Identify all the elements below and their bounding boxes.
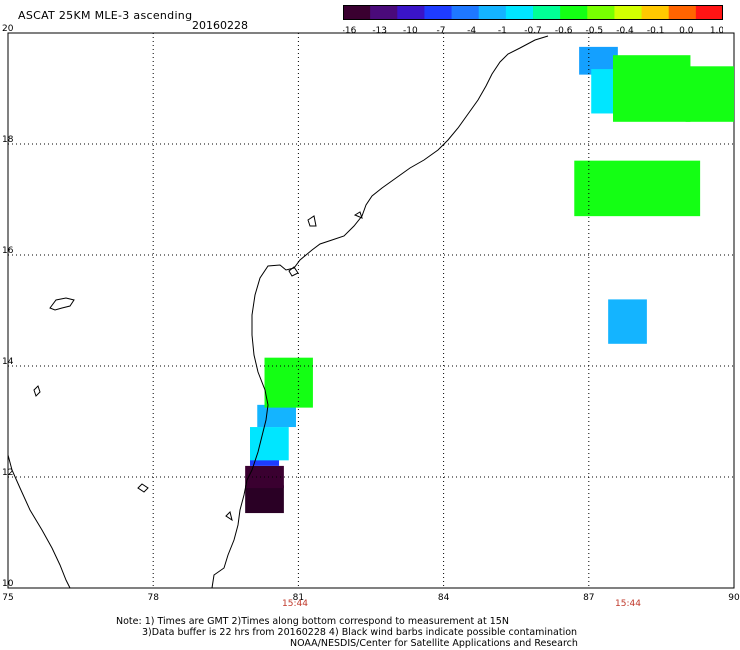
colorbar-tick-label: -4: [467, 26, 476, 35]
wind-cell: [250, 427, 289, 461]
note-line-1: Note: 1) Times are GMT 2)Times along bot…: [116, 616, 509, 627]
colorbar-tick-label: -0.4: [616, 26, 634, 35]
y-tick-label: 12: [2, 468, 13, 478]
colorbar-tick-label: -0.1: [647, 26, 665, 35]
colorbar-swatch: [560, 5, 588, 19]
wind-cell: [264, 357, 313, 408]
colorbar-swatch: [641, 5, 670, 19]
colorbar-tick-label: -13: [372, 26, 387, 35]
colorbar-swatch: [397, 5, 425, 19]
colorbar-tick-label: -1: [498, 26, 507, 35]
map-plot: 75 78 81 84 87 90 20 18 16 14 12 10: [2, 24, 740, 600]
wind-cells: [245, 46, 734, 514]
colorbar-swatch: [451, 5, 480, 19]
colorbar-frame: [343, 5, 723, 20]
colorbar-tick-label: 1.0: [710, 26, 723, 35]
colorbar-tick-label: 0.0: [679, 26, 694, 35]
chart-title: ASCAT 25KM MLE-3 ascending: [18, 9, 193, 22]
wind-cell: [257, 404, 296, 428]
colorbar: -16 -13 -10 -7 -4 -1 -0.7 -0.6 -0.5 -0.4 -0.1 0.0 1.…: [342, 5, 724, 36]
y-tick-label: 10: [2, 579, 14, 589]
time-label-2: 15:44: [615, 599, 641, 609]
colorbar-swatch: [343, 5, 371, 19]
note-line-2: 3)Data buffer is 22 hrs from 20160228 4)…: [142, 627, 578, 638]
y-tick-label: 20: [2, 24, 14, 34]
colorbar-swatch: [695, 5, 724, 19]
colorbar-swatch: [424, 5, 453, 19]
colorbar-tick-label: -0.6: [555, 26, 573, 35]
plot-frame: [7, 32, 735, 589]
chart-date: 20160228: [192, 19, 248, 32]
wind-cell: [685, 66, 734, 122]
colorbar-tick-label: -7: [437, 26, 446, 35]
wind-cell: [574, 160, 701, 217]
y-axis-labels: 20 18 16 14 12 10: [2, 24, 14, 589]
x-tick-label: 81: [293, 593, 304, 600]
coastline: [7, 35, 549, 589]
x-tick-label: 90: [728, 593, 740, 600]
note-line-3: NOAA/NESDIS/Center for Satellite Applica…: [290, 638, 578, 649]
x-tick-label: 87: [583, 593, 594, 600]
colorbar-svg: -16 -13 -10 -7 -4 -1 -0.7 -0.6 -0.5 -0.4 -0.1 0.0 1.…: [342, 5, 724, 36]
colorbar-tick-label: -0.7: [524, 26, 542, 35]
colorbar-swatch: [370, 5, 398, 19]
y-tick-label: 14: [2, 357, 14, 367]
x-tick-label: 84: [438, 593, 450, 600]
colorbar-swatch: [668, 5, 697, 19]
wind-cell: [613, 55, 691, 122]
colorbar-swatch: [505, 5, 534, 19]
x-tick-label: 78: [147, 593, 159, 600]
y-tick-label: 18: [2, 135, 14, 145]
colorbar-swatch: [587, 5, 615, 19]
grid-lines: [8, 33, 734, 588]
colorbar-swatch: [614, 5, 643, 19]
colorbar-tick-label: -10: [403, 26, 418, 35]
wind-cell: [245, 485, 284, 514]
time-label-1: 15:44: [282, 599, 308, 609]
colorbar-tick-label: -16: [343, 26, 357, 35]
y-tick-label: 16: [2, 246, 14, 256]
colorbar-swatch: [533, 5, 561, 19]
x-tick-label: 75: [2, 593, 13, 600]
x-axis-labels: 75 78 81 84 87 90: [2, 593, 740, 600]
colorbar-tick-label: -0.5: [586, 26, 604, 35]
wind-cell: [608, 299, 647, 344]
colorbar-swatch: [478, 5, 507, 19]
